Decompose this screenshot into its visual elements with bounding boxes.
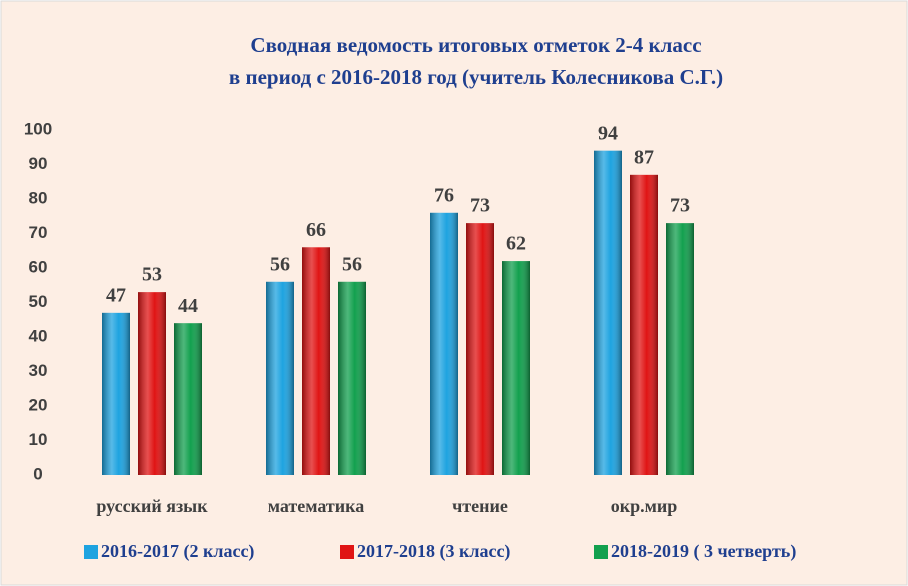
bar-shade (430, 212, 458, 476)
x-tick-label: окр.мир (611, 496, 678, 516)
bar-shade (594, 150, 622, 475)
x-tick-label: чтение (452, 496, 508, 516)
chart-title: Сводная ведомость итоговых отметок 2-4 к… (250, 33, 701, 57)
value-label: 73 (670, 195, 690, 217)
y-tick-label: 100 (24, 119, 52, 138)
y-tick-label: 70 (29, 223, 48, 242)
y-tick-label: 40 (29, 326, 48, 345)
bar-shade (630, 174, 658, 475)
y-tick-label: 50 (29, 292, 48, 311)
y-tick-label: 30 (29, 361, 48, 380)
legend-swatch (84, 545, 98, 559)
value-label: 44 (178, 295, 198, 317)
legend-label: 2017-2018 (3 класс) (357, 541, 510, 562)
y-tick-label: 90 (29, 154, 48, 173)
value-label: 87 (634, 146, 654, 168)
value-label: 47 (106, 284, 126, 306)
value-label: 73 (470, 195, 490, 217)
bar-shade (466, 223, 494, 475)
y-tick-label: 0 (33, 464, 42, 483)
legend-swatch (340, 545, 354, 559)
y-tick-label: 10 (29, 430, 48, 449)
value-label: 53 (142, 264, 162, 286)
value-label: 56 (270, 253, 290, 275)
y-tick-label: 60 (29, 257, 48, 276)
bar-shade (174, 323, 202, 475)
value-label: 62 (506, 233, 526, 255)
bar-shade (502, 261, 530, 475)
legend-label: 2016-2017 (2 класс) (101, 541, 254, 562)
chart-title: в период с 2016-2018 год (учитель Колесн… (229, 65, 723, 89)
value-label: 76 (434, 184, 454, 206)
bar-shade (102, 312, 130, 475)
legend-swatch (594, 545, 608, 559)
legend-label: 2018-2019 ( 3 четверть) (611, 541, 796, 562)
x-tick-label: русский язык (96, 496, 208, 516)
y-tick-label: 80 (29, 188, 48, 207)
bar-shade (266, 281, 294, 475)
bar-shade (138, 292, 166, 475)
bar-shade (666, 223, 694, 475)
value-label: 94 (598, 122, 618, 144)
bar-shade (302, 247, 330, 475)
x-tick-label: математика (268, 496, 365, 516)
value-label: 56 (342, 253, 362, 275)
bar-shade (338, 281, 366, 475)
value-label: 66 (306, 219, 326, 241)
y-tick-label: 20 (29, 395, 48, 414)
